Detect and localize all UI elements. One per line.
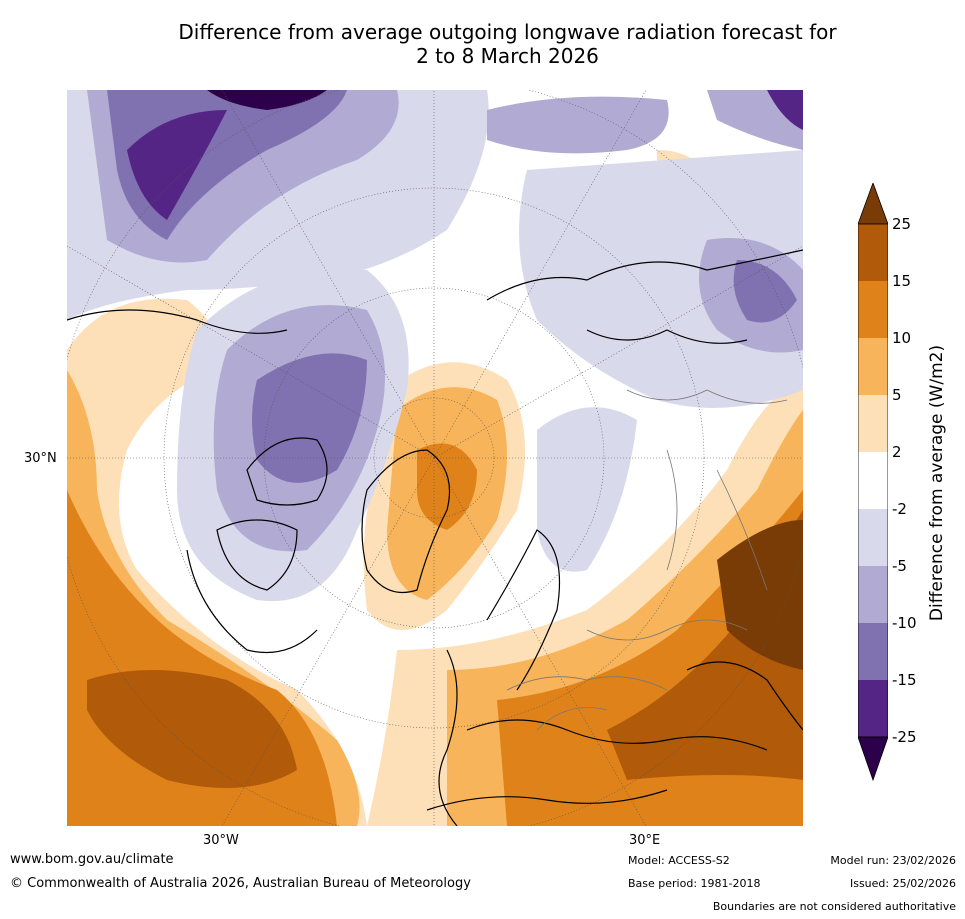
colorbar-tick: -25 bbox=[892, 728, 917, 746]
colorbar-tick: -5 bbox=[892, 557, 907, 575]
model-run-text: Model run: 23/02/2026 bbox=[830, 854, 956, 867]
title-line-2: 2 to 8 March 2026 bbox=[416, 44, 599, 68]
positive-anomaly-fields bbox=[67, 106, 803, 826]
colorbar-segment-2-5 bbox=[858, 395, 888, 452]
colorbar-segment-15-25 bbox=[858, 224, 888, 281]
colorbar-tick: -10 bbox=[892, 614, 917, 632]
colorbar-extend-min bbox=[857, 736, 889, 782]
anomaly-map bbox=[67, 90, 803, 826]
coastlines bbox=[67, 249, 803, 826]
lon-label-30w: 30°W bbox=[203, 833, 239, 848]
copyright-text: © Commonwealth of Australia 2026, Austra… bbox=[10, 876, 471, 891]
lat-label-30n: 30°N bbox=[24, 451, 57, 466]
colorbar-tick: 5 bbox=[892, 386, 902, 404]
lon-label-30e: 30°E bbox=[629, 833, 661, 848]
map-svg bbox=[67, 90, 803, 826]
colorbar-segment-10-15 bbox=[858, 281, 888, 338]
colorbar-segment-m2-m5 bbox=[858, 509, 888, 566]
colorbar-segment-neutral bbox=[858, 452, 888, 509]
colorbar-svg bbox=[857, 181, 889, 782]
colorbar-tick: -15 bbox=[892, 671, 917, 689]
colorbar-segment-5-10 bbox=[858, 338, 888, 395]
colorbar-tick: 15 bbox=[892, 272, 912, 290]
model-text: Model: ACCESS-S2 bbox=[628, 854, 730, 867]
website-link[interactable]: www.bom.gov.au/climate bbox=[10, 852, 174, 867]
colorbar-segment-m5-m10 bbox=[858, 566, 888, 623]
base-period-text: Base period: 1981-2018 bbox=[628, 877, 761, 890]
issued-text: Issued: 25/02/2026 bbox=[849, 877, 956, 890]
graticule bbox=[67, 90, 803, 826]
disclaimer-text: Boundaries are not considered authoritat… bbox=[712, 900, 956, 913]
colorbar-segment-m15-m25 bbox=[858, 680, 888, 737]
colorbar-extend-max bbox=[857, 181, 889, 225]
colorbar-tick: -2 bbox=[892, 500, 907, 518]
title-line-1: Difference from average outgoing longwav… bbox=[178, 20, 837, 44]
colorbar-segment-m10-m15 bbox=[858, 623, 888, 680]
colorbar-tick: 25 bbox=[892, 215, 912, 233]
chart-title: Difference from average outgoing longwav… bbox=[0, 20, 965, 68]
colorbar-tick: 10 bbox=[892, 329, 912, 347]
country-boundaries bbox=[506, 389, 788, 731]
colorbar bbox=[857, 181, 889, 782]
negative-anomaly-fields bbox=[67, 90, 803, 602]
colorbar-tick: 2 bbox=[892, 443, 902, 461]
colorbar-label: Difference from average (W/m2) bbox=[927, 344, 947, 622]
